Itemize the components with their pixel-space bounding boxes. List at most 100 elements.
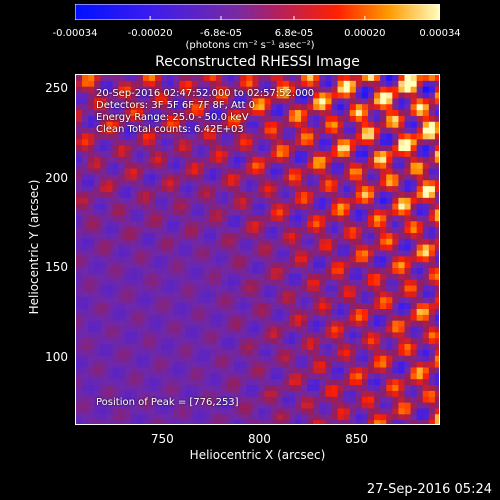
heatmap-cell	[295, 104, 302, 111]
heatmap-cell	[76, 273, 83, 281]
heatmap-cell	[428, 209, 436, 216]
heatmap-cell	[173, 338, 181, 345]
heatmap-cell	[349, 180, 357, 187]
heatmap-cell	[301, 262, 308, 269]
heatmap-cell	[155, 379, 162, 386]
heatmap-cell	[130, 309, 138, 316]
heatmap-cell	[270, 285, 278, 293]
heatmap-cell	[282, 115, 290, 123]
heatmap-cell	[361, 344, 369, 351]
heatmap-cell	[215, 238, 223, 246]
heatmap-cell	[203, 92, 211, 99]
heatmap-cell	[179, 209, 187, 216]
heatmap-cell	[398, 379, 406, 386]
heatmap-cell	[301, 133, 308, 140]
heatmap-cell	[228, 92, 235, 99]
heatmap-cell	[295, 420, 302, 424]
heatmap-cell	[416, 174, 424, 181]
heatmap-cell	[209, 420, 217, 424]
heatmap-cell	[234, 355, 241, 363]
heatmap-cell	[355, 355, 363, 363]
heatmap-cell	[161, 309, 168, 316]
heatmap-cell	[215, 227, 223, 234]
heatmap-cell	[313, 174, 320, 181]
heatmap-cell	[307, 367, 314, 374]
heatmap-cell	[118, 332, 126, 339]
heatmap-cell	[179, 373, 187, 380]
heatmap-cell	[155, 203, 162, 211]
heatmap-cell	[270, 268, 278, 275]
heatmap-cell	[343, 420, 351, 424]
heatmap-cell	[215, 262, 223, 269]
heatmap-cell	[422, 80, 430, 88]
heatmap-cell	[434, 262, 439, 269]
heatmap-cell	[246, 86, 254, 94]
heatmap-cell	[386, 414, 393, 421]
heatmap-cell	[118, 344, 126, 351]
heatmap-cell	[234, 139, 241, 146]
heatmap-cell	[325, 385, 333, 392]
heatmap-cell	[410, 349, 418, 357]
heatmap-cell	[301, 156, 308, 164]
heatmap-cell	[161, 297, 168, 304]
heatmap-cell	[209, 80, 217, 88]
heatmap-cell	[368, 186, 375, 193]
heatmap-cell	[185, 367, 193, 374]
heatmap-cell	[191, 192, 199, 199]
heatmap-cell	[118, 139, 126, 146]
heatmap-cell	[155, 279, 162, 287]
heatmap-cell	[100, 238, 108, 246]
x-tick-label: 750	[150, 432, 174, 446]
heatmap-cell	[100, 215, 108, 222]
heatmap-cell	[343, 133, 351, 140]
heatmap-cell	[246, 98, 254, 105]
heatmap-cell	[149, 227, 156, 234]
heatmap-cell	[319, 250, 327, 257]
heatmap-cell	[270, 192, 278, 199]
heatmap-cell	[422, 396, 430, 404]
heatmap-cell	[173, 244, 181, 252]
heatmap-cell	[124, 215, 132, 222]
heatmap-cell	[301, 186, 308, 193]
heatmap-cell	[374, 133, 381, 140]
heatmap-cell	[112, 221, 120, 228]
heatmap-cell	[398, 291, 406, 298]
heatmap-cell	[319, 385, 327, 392]
heatmap-cell	[240, 127, 247, 135]
heatmap-cell	[106, 344, 114, 351]
heatmap-cell	[428, 127, 436, 135]
heatmap-cell	[331, 273, 339, 281]
heatmap-cell	[295, 197, 302, 205]
heatmap-cell	[240, 209, 247, 216]
heatmap-cell	[197, 326, 205, 333]
heatmap-cell	[112, 127, 120, 135]
heatmap-cell	[386, 262, 393, 269]
heatmap-cell	[404, 86, 412, 94]
heatmap-cell	[386, 92, 393, 99]
heatmap-cell	[94, 192, 101, 199]
heatmap-cell	[380, 256, 387, 263]
heatmap-cell	[288, 92, 296, 99]
heatmap-cell	[319, 227, 327, 234]
heatmap-cell	[295, 349, 302, 357]
heatmap-cell	[124, 110, 132, 117]
heatmap-cell	[136, 285, 144, 293]
heatmap-cell	[252, 344, 260, 351]
heatmap-cell	[76, 139, 83, 146]
heatmap-cell	[234, 238, 241, 246]
heatmap-cell	[191, 250, 199, 257]
heatmap-cell	[155, 186, 162, 193]
heatmap-cell	[228, 192, 235, 199]
heatmap-cell	[76, 162, 83, 170]
heatmap-cell	[167, 420, 174, 424]
heatmap-cell	[337, 420, 345, 424]
heatmap-cell	[228, 215, 235, 222]
heatmap-cell	[307, 133, 314, 140]
heatmap-cell	[386, 209, 393, 216]
heatmap-cell	[361, 373, 369, 380]
heatmap-cell	[136, 75, 144, 82]
heatmap-cell	[422, 127, 430, 135]
heatmap-cell	[343, 402, 351, 410]
heatmap-cell	[428, 197, 436, 205]
heatmap-cell	[240, 320, 247, 328]
